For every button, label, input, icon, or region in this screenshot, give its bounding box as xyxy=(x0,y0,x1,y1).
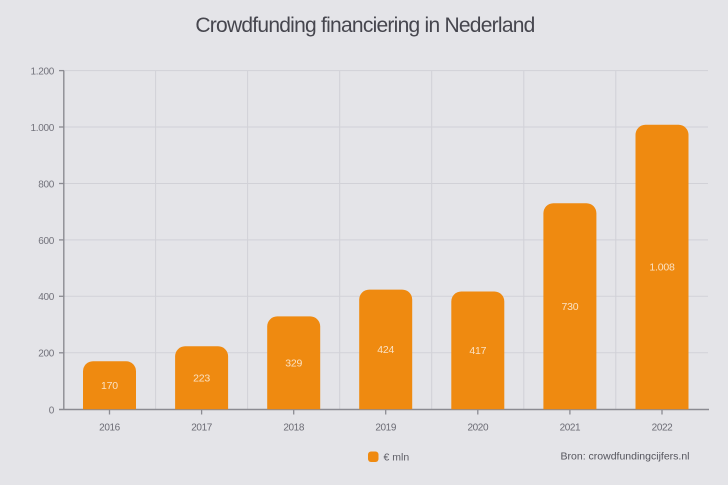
svg-text:424: 424 xyxy=(377,344,394,356)
svg-text:0: 0 xyxy=(49,405,55,416)
svg-text:€ mln: € mln xyxy=(384,452,410,464)
svg-text:2016: 2016 xyxy=(99,423,120,434)
svg-text:170: 170 xyxy=(101,380,118,392)
svg-text:200: 200 xyxy=(38,349,55,360)
svg-text:Crowdfunding financiering in N: Crowdfunding financiering in Nederland xyxy=(195,14,534,37)
svg-text:329: 329 xyxy=(285,358,302,370)
svg-text:1.008: 1.008 xyxy=(649,262,675,274)
svg-text:600: 600 xyxy=(38,236,55,247)
svg-text:730: 730 xyxy=(561,301,578,313)
svg-text:417: 417 xyxy=(469,345,486,357)
svg-text:400: 400 xyxy=(38,292,55,303)
svg-text:2017: 2017 xyxy=(191,423,212,434)
svg-text:2018: 2018 xyxy=(283,423,304,434)
svg-text:800: 800 xyxy=(38,179,55,190)
svg-text:2022: 2022 xyxy=(652,423,673,434)
svg-text:Bron: crowdfundingcijfers.nl: Bron: crowdfundingcijfers.nl xyxy=(561,451,690,463)
svg-text:1.000: 1.000 xyxy=(30,123,54,134)
svg-text:223: 223 xyxy=(193,373,210,385)
svg-text:2020: 2020 xyxy=(467,423,488,434)
svg-text:1.200: 1.200 xyxy=(30,67,54,78)
svg-text:2019: 2019 xyxy=(375,423,396,434)
svg-text:2021: 2021 xyxy=(560,423,581,434)
